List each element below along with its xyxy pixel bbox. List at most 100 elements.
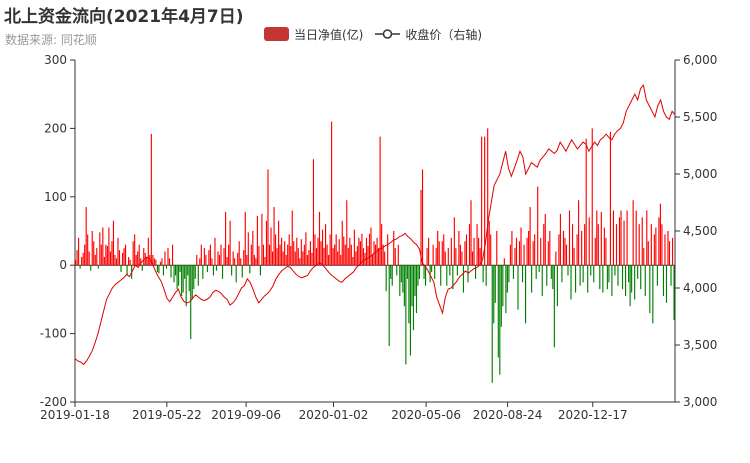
- bar: [328, 254, 330, 266]
- bar: [417, 265, 419, 286]
- bar: [653, 234, 655, 266]
- bar: [262, 244, 265, 266]
- bar: [190, 265, 192, 340]
- bar: [253, 254, 255, 266]
- legend-line-label: 收盘价（右轴): [405, 27, 483, 42]
- bar: [596, 210, 598, 266]
- bar: [149, 254, 151, 266]
- bar: [109, 251, 111, 266]
- bar: [358, 237, 360, 266]
- bar: [147, 237, 149, 266]
- bar: [579, 265, 581, 286]
- bar: [491, 265, 493, 383]
- legend-item-bar[interactable]: 当日净值(亿): [264, 26, 363, 43]
- legend-item-line[interactable]: 收盘价（右轴): [375, 26, 482, 43]
- bar: [565, 244, 568, 266]
- bar: [288, 234, 290, 266]
- bar: [447, 248, 449, 266]
- bar: [244, 211, 246, 266]
- bar: [318, 211, 321, 266]
- right-axis-tick-label: 4,500: [683, 224, 717, 238]
- bar: [281, 237, 283, 266]
- bar: [320, 241, 322, 266]
- bar: [270, 227, 272, 266]
- bar: [247, 232, 249, 266]
- line-series: [74, 83, 676, 366]
- bar: [317, 237, 319, 266]
- bar: [105, 244, 107, 266]
- bar: [341, 220, 343, 266]
- bar: [241, 265, 243, 278]
- bar: [79, 265, 81, 269]
- bar: [128, 256, 130, 266]
- bar: [597, 224, 599, 266]
- bar: [228, 244, 230, 266]
- bar: [275, 234, 277, 266]
- bar: [365, 237, 368, 266]
- bar: [153, 258, 155, 266]
- bar: [553, 265, 555, 348]
- bar: [111, 241, 113, 266]
- bar: [191, 265, 193, 300]
- bar: [100, 244, 102, 266]
- bar: [352, 256, 354, 266]
- bar: [226, 256, 228, 266]
- bar: [488, 220, 490, 266]
- bar: [285, 254, 287, 266]
- bar: [671, 237, 674, 266]
- bar: [400, 265, 402, 283]
- bar: [146, 256, 148, 266]
- bar: [408, 265, 410, 324]
- bar: [173, 265, 175, 283]
- bar: [326, 244, 328, 266]
- bar: [576, 234, 578, 266]
- bar: [499, 265, 501, 375]
- right-axis-tick-label: 3,000: [683, 395, 717, 409]
- bar: [329, 234, 331, 266]
- bar: [561, 265, 563, 283]
- bar: [646, 210, 648, 266]
- bar: [240, 258, 242, 266]
- bar: [76, 250, 78, 266]
- bar: [229, 220, 231, 266]
- close-price-line: [74, 83, 676, 366]
- bar: [175, 265, 177, 276]
- bar: [343, 236, 345, 266]
- bar: [511, 231, 513, 266]
- bar: [661, 224, 663, 266]
- bar: [273, 207, 275, 266]
- bar: [500, 265, 502, 327]
- bar: [265, 220, 268, 266]
- bar: [337, 251, 339, 266]
- bar: [470, 200, 472, 266]
- bar: [308, 250, 310, 266]
- bar: [471, 251, 474, 266]
- bar: [202, 265, 204, 279]
- bar: [411, 265, 413, 307]
- bar: [179, 265, 181, 273]
- bar: [440, 265, 442, 286]
- bar: [367, 246, 369, 266]
- bar: [578, 200, 580, 266]
- bar: [464, 241, 466, 266]
- bar: [667, 231, 669, 266]
- bar: [575, 265, 577, 293]
- bar: [171, 244, 174, 266]
- bar: [564, 237, 566, 266]
- bar: [487, 128, 489, 266]
- bar: [117, 237, 119, 266]
- bar: [568, 210, 571, 266]
- bar: [88, 251, 90, 266]
- bar: [315, 248, 318, 266]
- bar: [420, 189, 422, 266]
- bar: [282, 251, 284, 266]
- bar: [155, 259, 157, 266]
- bar: [121, 252, 124, 266]
- bar: [323, 248, 325, 266]
- bar: [405, 265, 407, 365]
- bar: [350, 244, 352, 266]
- bar: [629, 265, 631, 307]
- bar: [291, 210, 293, 266]
- bar: [94, 254, 96, 266]
- bar: [518, 241, 521, 266]
